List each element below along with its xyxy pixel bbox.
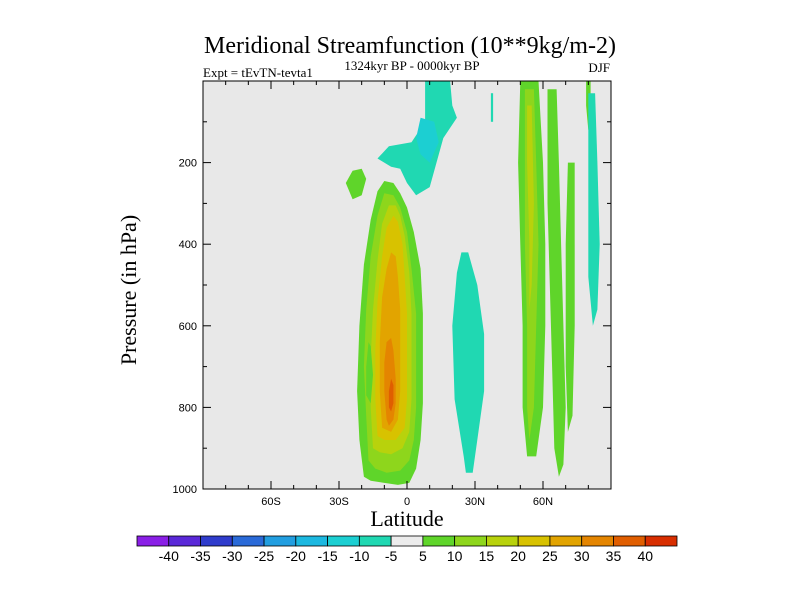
contour-region-9 bbox=[345, 168, 367, 200]
colorbar-box-7 bbox=[358, 535, 392, 547]
chart-title: Meridional Streamfunction (10**9kg/m-2) bbox=[204, 33, 616, 59]
colorbar-box-6 bbox=[327, 535, 360, 547]
contour-region-12 bbox=[490, 93, 494, 122]
colorbar-label-0: -40 bbox=[159, 548, 179, 564]
colorbar-label-2: -30 bbox=[222, 548, 242, 564]
colorbar-label-11: 20 bbox=[510, 548, 526, 564]
plot-area: 60S 30S 0 30N 60N 200 400 600 800 1000 bbox=[173, 80, 612, 508]
colorbar-box-16 bbox=[644, 535, 678, 547]
colorbar-box-3 bbox=[231, 535, 265, 547]
right-label: DJF bbox=[588, 60, 610, 75]
colorbar: -40 -35 -30 -25 -20 -15 -10 -5 5 10 15 20 25 30 35 40 bbox=[136, 535, 678, 564]
colorbar-box-1 bbox=[168, 535, 201, 547]
colorbar-label-12: 25 bbox=[542, 548, 558, 564]
colorbar-box-8 bbox=[390, 535, 424, 547]
contour-region-16 bbox=[547, 89, 566, 477]
colorbar-box-12 bbox=[517, 535, 551, 547]
contour-region-6 bbox=[388, 378, 394, 412]
contour-fills bbox=[345, 81, 600, 485]
colorbar-label-3: -25 bbox=[254, 548, 274, 564]
x-tick-label-0: 60S bbox=[261, 496, 281, 508]
colorbar-label-8: 5 bbox=[419, 548, 427, 564]
contour-region-11 bbox=[452, 252, 485, 473]
colorbar-box-9 bbox=[422, 535, 456, 547]
x-tick-label-2: 0 bbox=[404, 496, 410, 508]
colorbar-box-5 bbox=[295, 535, 328, 547]
colorbar-box-13 bbox=[549, 535, 583, 547]
y-tick-label-3: 800 bbox=[179, 402, 197, 414]
colorbar-label-4: -20 bbox=[286, 548, 306, 564]
colorbar-box-15 bbox=[613, 535, 646, 547]
y-tick-label-4: 1000 bbox=[173, 484, 197, 496]
y-tick-label-1: 400 bbox=[179, 239, 197, 251]
x-tick-label-4: 60N bbox=[533, 496, 553, 508]
colorbar-label-15: 40 bbox=[637, 548, 653, 564]
colorbar-box-10 bbox=[454, 535, 487, 547]
contour-region-8 bbox=[416, 117, 439, 163]
contour-region-17 bbox=[565, 162, 575, 432]
x-tick-label-1: 30S bbox=[329, 496, 349, 508]
colorbar-box-4 bbox=[263, 535, 297, 547]
colorbar-label-14: 35 bbox=[606, 548, 622, 564]
colorbar-label-10: 15 bbox=[479, 548, 495, 564]
y-tick-label-2: 600 bbox=[179, 321, 197, 333]
y-tick-label-0: 200 bbox=[179, 158, 197, 170]
contour-region-19 bbox=[588, 93, 600, 326]
colorbar-label-9: 10 bbox=[447, 548, 463, 564]
colorbar-label-6: -10 bbox=[349, 548, 369, 564]
center-label: 1324kyr BP - 0000kyr BP bbox=[344, 58, 479, 73]
contour-region-15 bbox=[527, 105, 534, 310]
x-tick-label-3: 30N bbox=[465, 496, 485, 508]
colorbar-box-2 bbox=[200, 535, 233, 547]
colorbar-label-1: -35 bbox=[190, 548, 210, 564]
left-label: Expt = tEvTN-tevta1 bbox=[203, 65, 313, 80]
colorbar-label-7: -5 bbox=[385, 548, 398, 564]
colorbar-label-5: -15 bbox=[317, 548, 337, 564]
colorbar-box-14 bbox=[581, 535, 614, 547]
contour-region-10 bbox=[366, 342, 373, 404]
x-axis-title: Latitude bbox=[370, 506, 443, 531]
colorbar-label-13: 30 bbox=[574, 548, 590, 564]
y-axis-title: Pressure (in hPa) bbox=[116, 215, 141, 365]
colorbar-box-11 bbox=[486, 535, 519, 547]
axis-ticks: 60S 30S 0 30N 60N 200 400 600 800 1000 bbox=[173, 81, 611, 508]
colorbar-box-0 bbox=[136, 535, 170, 547]
